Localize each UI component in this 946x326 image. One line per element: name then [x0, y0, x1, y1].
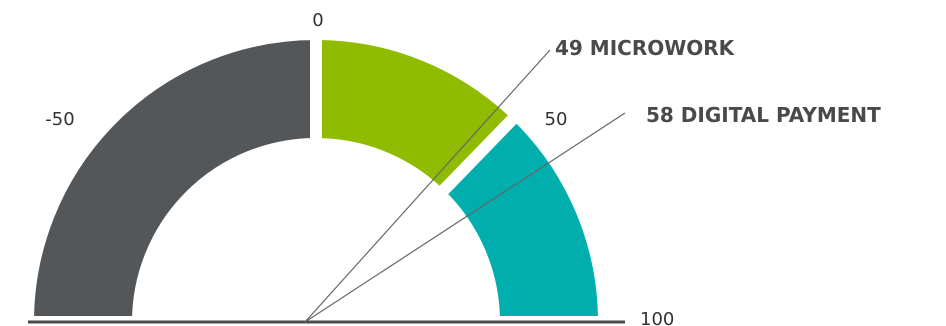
callout-label-microwork: 49 MICROWORK	[555, 36, 736, 60]
callout-label-digital-payment: 58 DIGITAL PAYMENT	[646, 103, 881, 127]
tick-label-50: 50	[545, 109, 568, 130]
tick-labels: 0 -50 50 100	[45, 10, 674, 326]
callout-pointer-digital-payment	[304, 112, 626, 323]
tick-label-100: 100	[640, 309, 674, 326]
callout-pointers	[304, 49, 626, 323]
callout-pointer-microwork	[304, 49, 551, 323]
gauge-segments	[21, 27, 611, 326]
tick-label-minus-50: -50	[45, 109, 74, 130]
tick-label-0: 0	[312, 10, 323, 31]
gauge-segment-negative	[21, 27, 322, 326]
callout-labels: 49 MICROWORK 58 DIGITAL PAYMENT	[555, 36, 881, 127]
